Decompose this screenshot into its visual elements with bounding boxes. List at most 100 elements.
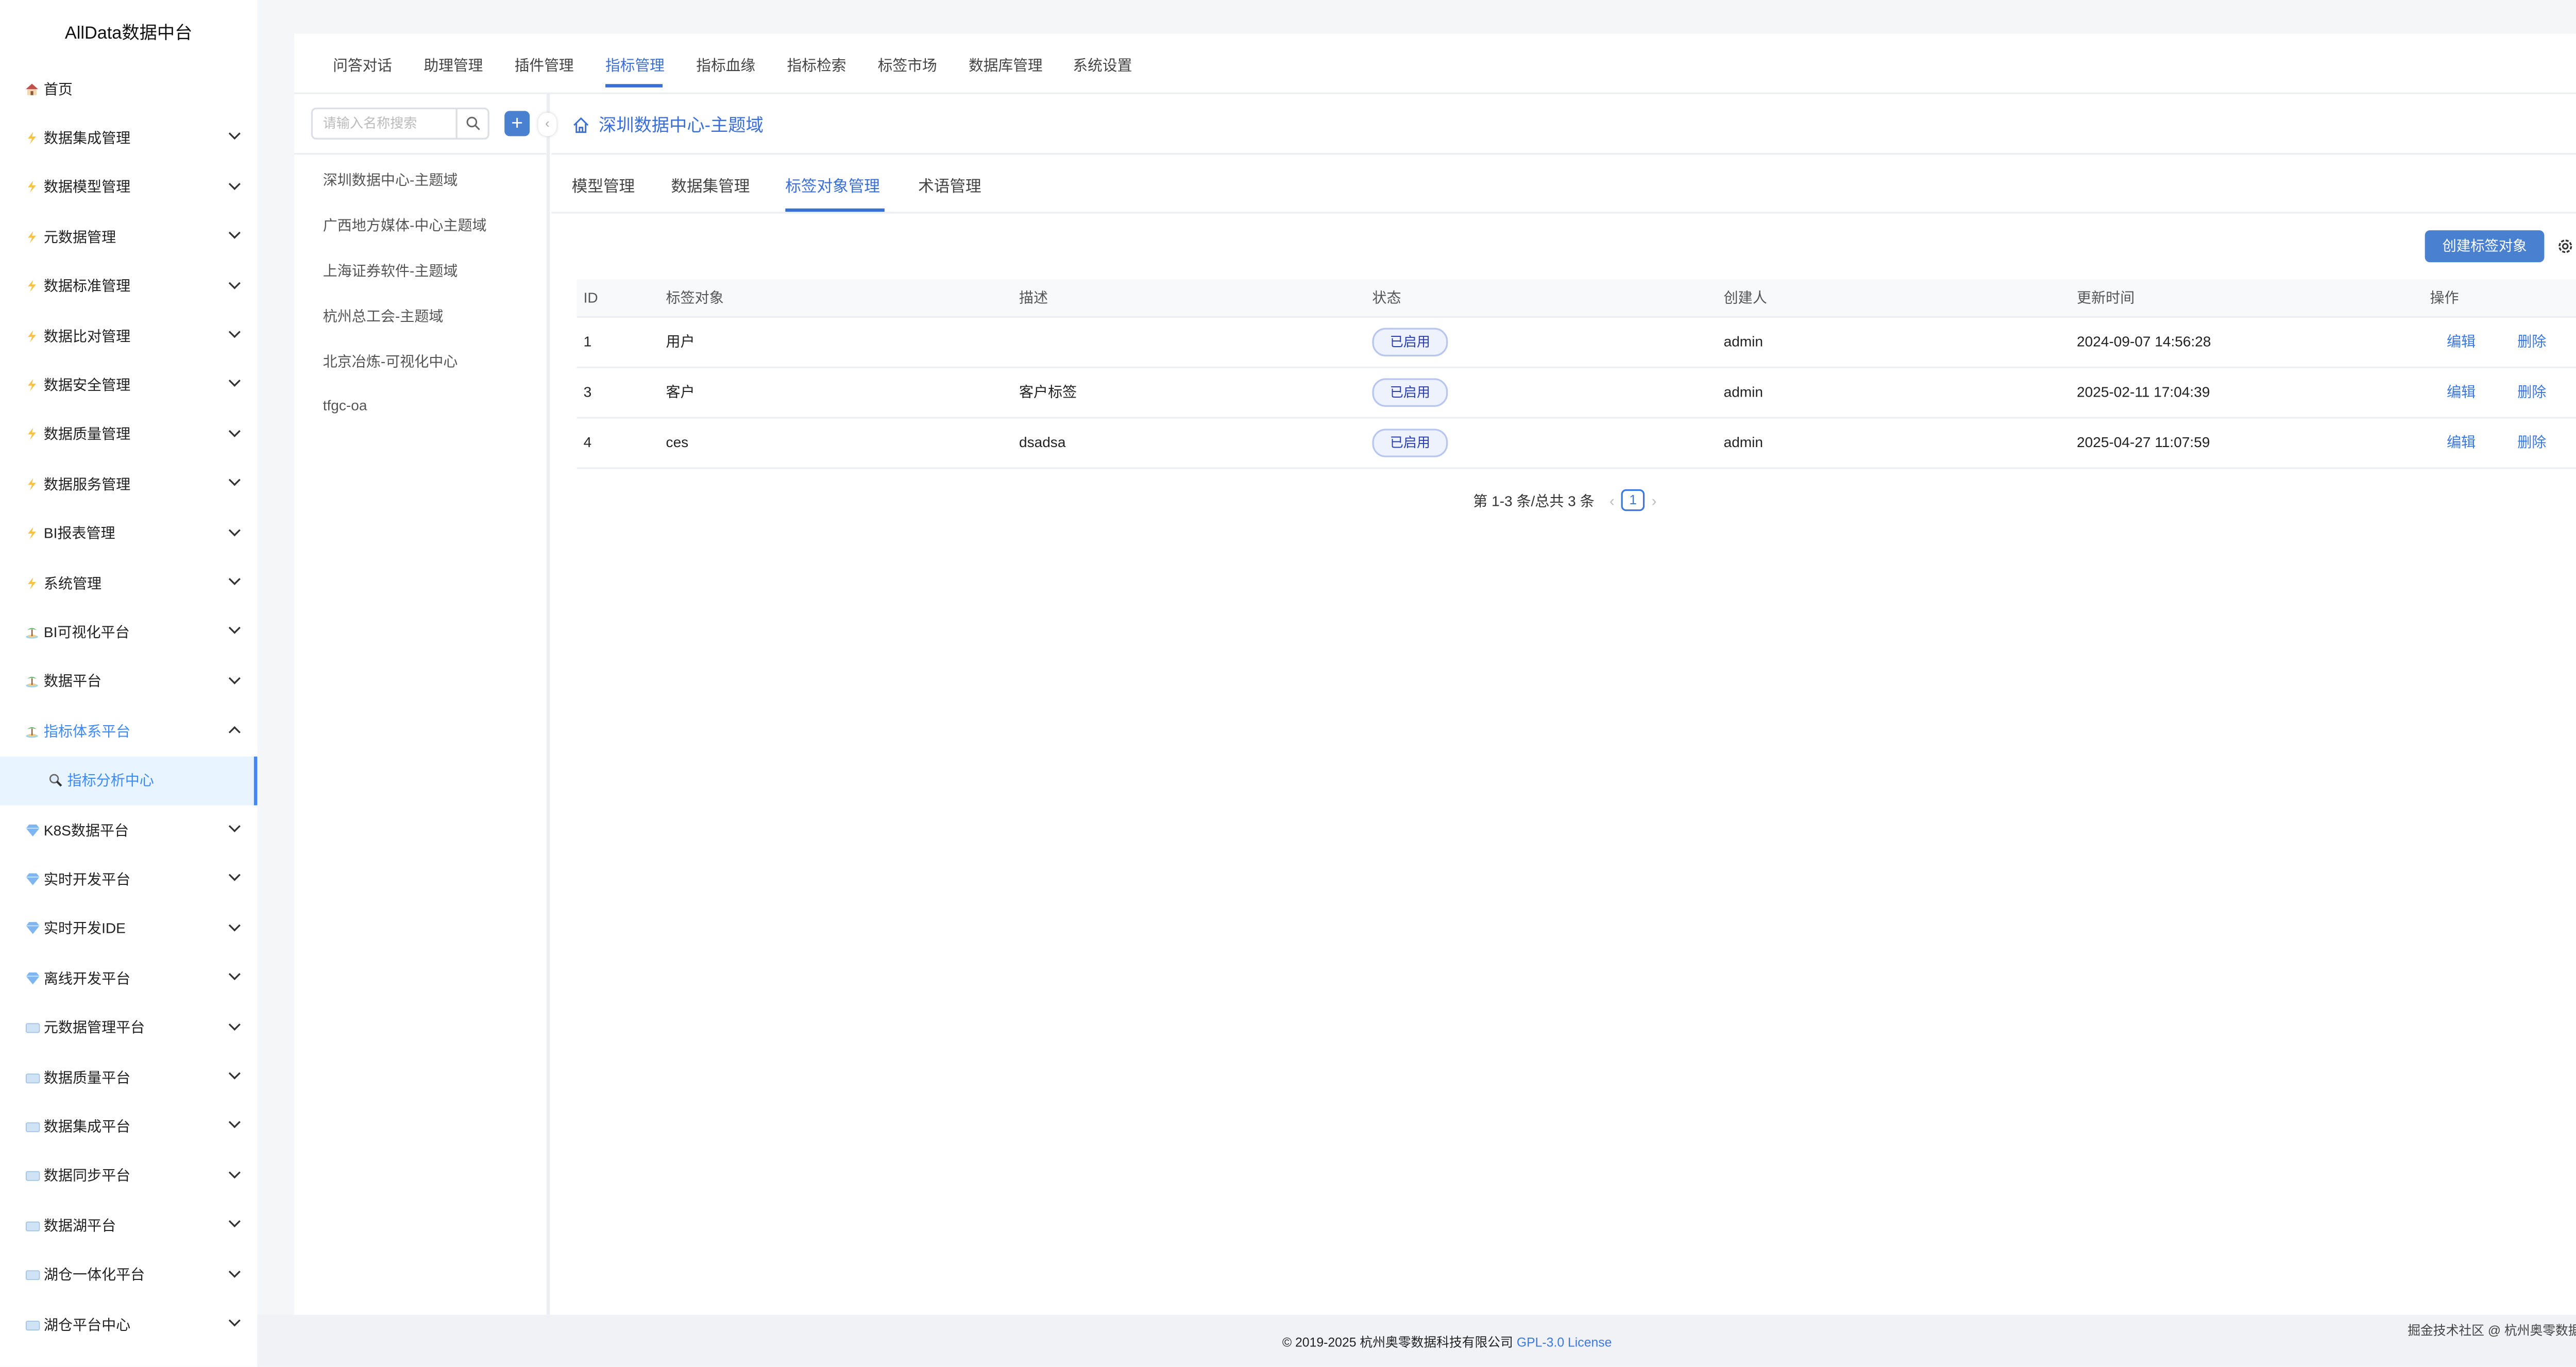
ice-cube-icon xyxy=(25,1070,40,1084)
tree-item[interactable]: 杭州总工会-主题域 xyxy=(323,307,444,324)
sidebar-item[interactable]: 数据质量管理 xyxy=(0,410,257,459)
lightning-icon xyxy=(25,428,39,441)
sidebar-item-label: 湖仓平台中心 xyxy=(43,1315,131,1333)
subtab-1[interactable]: 数据集管理 xyxy=(671,176,750,195)
sidebar-item[interactable]: 离线开发平台 xyxy=(0,953,257,1003)
gem-icon xyxy=(25,971,40,985)
sidebar-item[interactable]: 数据模型管理 xyxy=(0,163,257,212)
tab-1[interactable]: 助理管理 xyxy=(423,57,483,74)
create-tag-object-button[interactable]: 创建标签对象 xyxy=(2425,230,2545,263)
tab-6[interactable]: 标签市场 xyxy=(877,57,937,74)
breadcrumb: 深圳数据中心-主题域 xyxy=(572,113,764,138)
sidebar-item[interactable]: 数据集成平台 xyxy=(0,1102,257,1151)
edit-link[interactable]: 编辑 xyxy=(2447,383,2476,400)
search-button[interactable] xyxy=(455,107,489,140)
chevron-down-icon xyxy=(228,869,241,882)
delete-link[interactable]: 删除 xyxy=(2517,434,2547,451)
sidebar-item-label: BI可视化平台 xyxy=(43,624,130,641)
sidebar-item[interactable]: 系统管理 xyxy=(0,558,257,608)
sidebar-item[interactable]: 数据安全管理 xyxy=(0,361,257,410)
collapse-chevron-left-icon[interactable]: ‹ xyxy=(538,112,557,136)
cell-updated: 2025-04-27 11:07:59 xyxy=(2077,434,2210,451)
sidebar-item-label: 数据质量平台 xyxy=(43,1068,131,1086)
sidebar-item[interactable]: 实时开发平台 xyxy=(0,855,257,904)
sidebar-item[interactable]: K8S数据平台 xyxy=(0,805,257,855)
chevron-down-icon xyxy=(228,968,241,981)
lightning-icon xyxy=(25,280,39,293)
gem-icon xyxy=(25,922,40,935)
subtab-2[interactable]: 标签对象管理 xyxy=(785,176,880,195)
lightning-icon xyxy=(25,230,39,244)
sidebar-item[interactable]: 湖仓平台中心 xyxy=(0,1300,257,1349)
cell-name: 客户 xyxy=(666,383,695,400)
tree-item[interactable]: tfgc-oa xyxy=(323,397,367,414)
sidebar-item[interactable]: 元数据管理平台 xyxy=(0,1003,257,1052)
sidebar-item-label: 数据集成平台 xyxy=(43,1118,131,1135)
sidebar-item-label: 湖仓一体化平台 xyxy=(43,1266,145,1284)
tab-5[interactable]: 指标检索 xyxy=(787,57,846,74)
chevron-down-icon xyxy=(228,672,241,684)
tab-7[interactable]: 数据库管理 xyxy=(969,57,1043,74)
column-header: ID xyxy=(583,289,598,306)
tab-2[interactable]: 插件管理 xyxy=(514,57,574,74)
chevron-down-icon xyxy=(228,128,241,141)
subtab-3[interactable]: 术语管理 xyxy=(918,176,981,195)
tab-8[interactable]: 系统设置 xyxy=(1073,57,1132,74)
chevron-down-icon xyxy=(228,1314,241,1327)
search-input[interactable]: 请输入名称搜索 xyxy=(311,107,457,140)
sidebar-item[interactable]: 数据比对管理 xyxy=(0,311,257,361)
column-header: 描述 xyxy=(1019,289,1048,306)
column-header: 操作 xyxy=(2430,289,2459,306)
add-button[interactable]: + xyxy=(504,111,530,136)
sidebar-item[interactable]: 数据湖平台 xyxy=(0,1201,257,1250)
sidebar-item[interactable]: 湖仓一体化平台 xyxy=(0,1250,257,1300)
sidebar-item[interactable]: 指标体系平台 xyxy=(0,706,257,756)
tree-item[interactable]: 深圳数据中心-主题域 xyxy=(323,171,458,189)
sidebar-item[interactable]: 元数据管理 xyxy=(0,212,257,262)
edit-link[interactable]: 编辑 xyxy=(2447,333,2476,350)
island-icon xyxy=(25,675,39,689)
sidebar-item-label: 数据集成管理 xyxy=(43,129,131,147)
tab-0[interactable]: 问答对话 xyxy=(333,57,393,74)
sidebar-item[interactable]: 数据质量平台 xyxy=(0,1052,257,1102)
sidebar-item[interactable]: 数据同步平台 xyxy=(0,1151,257,1201)
edit-link[interactable]: 编辑 xyxy=(2447,434,2476,451)
sidebar-item-label: 数据湖平台 xyxy=(43,1217,116,1234)
sidebar-item[interactable]: 数据服务管理 xyxy=(0,459,257,509)
tree-item[interactable]: 北京冶炼-可视化中心 xyxy=(323,353,458,370)
divider xyxy=(551,153,2576,155)
sidebar-subitem[interactable]: 指标分析中心 xyxy=(0,756,258,806)
chevron-down-icon xyxy=(228,277,241,289)
island-icon xyxy=(25,625,39,639)
subtab-0[interactable]: 模型管理 xyxy=(571,176,635,195)
lightning-icon xyxy=(25,131,39,145)
sidebar-item[interactable]: 实时开发IDE xyxy=(0,904,257,953)
chevron-down-icon xyxy=(228,1216,241,1228)
next-page-chevron-icon[interactable]: › xyxy=(1651,491,1657,509)
sidebar-item[interactable]: 数据平台 xyxy=(0,657,257,707)
sidebar-item-label: K8S数据平台 xyxy=(43,822,129,839)
tab-3[interactable]: 指标管理 xyxy=(605,57,665,74)
license-link[interactable]: GPL-3.0 License xyxy=(1516,1335,1612,1350)
sidebar-item[interactable]: 数据集成管理 xyxy=(0,113,257,163)
active-tab-underline xyxy=(605,84,663,88)
sidebar-item[interactable]: BI可视化平台 xyxy=(0,608,257,657)
sidebar-item-label: 数据质量管理 xyxy=(43,426,131,443)
sidebar-item-label: 数据标准管理 xyxy=(43,278,131,295)
cell-desc: 客户标签 xyxy=(1019,383,1077,400)
page-button[interactable]: 1 xyxy=(1621,489,1645,511)
delete-link[interactable]: 删除 xyxy=(2517,333,2547,350)
sidebar-item[interactable]: BI报表管理 xyxy=(0,509,257,558)
tree-item[interactable]: 广西地方媒体-中心主题域 xyxy=(323,217,487,234)
tree-item[interactable]: 上海证券软件-主题域 xyxy=(323,262,458,279)
column-header: 更新时间 xyxy=(2077,289,2135,306)
tab-4[interactable]: 指标血缘 xyxy=(696,57,756,74)
cell-creator: admin xyxy=(1723,333,1763,350)
prev-page-chevron-icon[interactable]: ‹ xyxy=(1609,491,1615,509)
gear-icon[interactable] xyxy=(2556,237,2574,255)
sidebar-item[interactable]: 首页 xyxy=(0,64,257,113)
watermark-text: 掘金技术社区 @ 杭州奥零数据科技 xyxy=(2408,1323,2576,1339)
delete-link[interactable]: 删除 xyxy=(2517,383,2547,400)
gem-icon xyxy=(25,873,40,886)
sidebar-item[interactable]: 数据标准管理 xyxy=(0,262,257,311)
